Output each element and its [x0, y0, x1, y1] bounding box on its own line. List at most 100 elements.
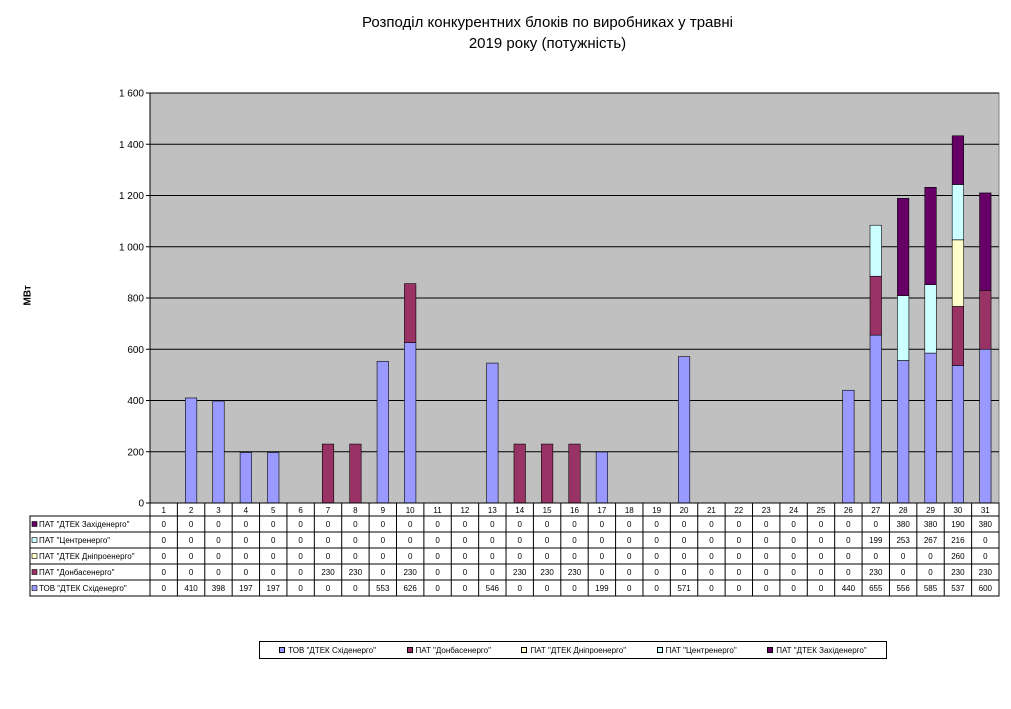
data-label: 0 [791, 552, 796, 561]
data-label: 0 [271, 552, 276, 561]
data-label: 230 [540, 568, 554, 577]
table-series-name: ПАТ "ДТЕК Дніпроенерго" [39, 552, 135, 561]
bar-segment [897, 360, 910, 504]
data-label: 0 [517, 520, 522, 529]
legend-swatch [767, 647, 774, 653]
data-label: 0 [381, 552, 386, 561]
x-tick-label: 21 [707, 506, 716, 515]
data-label: 0 [928, 552, 933, 561]
x-tick-label: 6 [298, 506, 303, 515]
bar-segment [267, 452, 280, 504]
data-label: 0 [600, 568, 605, 577]
data-label: 0 [764, 568, 769, 577]
data-label: 0 [737, 536, 742, 545]
data-label: 0 [737, 552, 742, 561]
data-label: 0 [244, 520, 249, 529]
bar-segment [979, 348, 992, 504]
y-tick-label: 1 400 [119, 140, 144, 151]
bar-segment [951, 306, 964, 366]
data-label: 0 [490, 552, 495, 561]
data-label: 0 [791, 568, 796, 577]
bar-segment [212, 400, 225, 504]
x-tick-label: 26 [844, 506, 853, 515]
data-label: 0 [545, 552, 550, 561]
data-label: 0 [326, 584, 331, 593]
y-tick-label: 1 000 [119, 242, 144, 253]
data-label: 0 [627, 568, 632, 577]
x-tick-label: 18 [625, 506, 634, 515]
data-label: 0 [161, 552, 166, 561]
data-label: 197 [267, 584, 281, 593]
data-label: 0 [353, 536, 358, 545]
data-label: 0 [517, 552, 522, 561]
data-label: 0 [490, 536, 495, 545]
data-label: 0 [682, 520, 687, 529]
data-label: 0 [244, 552, 249, 561]
data-label: 0 [161, 568, 166, 577]
bar-segment [321, 443, 335, 504]
data-label: 0 [819, 552, 824, 561]
data-label: 0 [408, 536, 413, 545]
data-label: 0 [819, 584, 824, 593]
legend-label: ПАТ "Центренерго" [665, 645, 737, 655]
data-label: 260 [951, 552, 965, 561]
x-tick-label: 8 [353, 506, 358, 515]
data-label: 0 [381, 568, 386, 577]
bar-segment [239, 452, 252, 504]
data-label: 0 [737, 568, 742, 577]
data-label: 0 [928, 568, 933, 577]
data-label: 0 [463, 552, 468, 561]
bar-segment [924, 352, 937, 504]
data-label: 571 [677, 584, 691, 593]
data-label: 0 [682, 536, 687, 545]
table-grid [149, 502, 1000, 597]
legend-item: ПАТ "Центренерго" [656, 645, 737, 655]
table-series-name: ПАТ "Центренерго" [39, 536, 110, 545]
data-label: 0 [463, 568, 468, 577]
data-label: 0 [764, 584, 769, 593]
data-label: 0 [791, 536, 796, 545]
bar-segment [924, 187, 937, 285]
data-label: 0 [600, 520, 605, 529]
x-tick-label: 29 [926, 506, 935, 515]
bar-segment [349, 443, 362, 504]
bar-segment [869, 275, 882, 336]
x-tick-label: 24 [789, 506, 798, 515]
data-label: 230 [869, 568, 883, 577]
bar-segment [513, 443, 526, 504]
legend-label: ПАТ "Донбасенерго" [415, 645, 491, 655]
data-label: 0 [764, 520, 769, 529]
data-label: 0 [846, 536, 851, 545]
data-label: 0 [709, 584, 714, 593]
data-label: 230 [951, 568, 965, 577]
table-series-name: ПАТ "ДТЕК Західенерго" [39, 520, 130, 529]
data-label: 0 [545, 584, 550, 593]
data-label: 0 [408, 520, 413, 529]
data-label: 0 [737, 520, 742, 529]
data-label: 0 [737, 584, 742, 593]
data-label: 230 [979, 568, 993, 577]
data-label: 0 [709, 552, 714, 561]
data-label: 0 [463, 536, 468, 545]
data-label: 0 [490, 520, 495, 529]
data-label: 0 [408, 552, 413, 561]
data-label: 0 [517, 536, 522, 545]
data-label: 0 [846, 568, 851, 577]
bar-segment [185, 397, 198, 504]
data-label: 0 [216, 520, 221, 529]
data-label: 0 [463, 520, 468, 529]
data-label: 0 [271, 568, 276, 577]
data-label: 0 [244, 536, 249, 545]
data-label: 546 [486, 584, 500, 593]
data-label: 0 [381, 520, 386, 529]
bar-segment [924, 284, 937, 354]
bar-segment [486, 362, 499, 504]
legend-swatch [521, 647, 528, 653]
data-label: 0 [216, 568, 221, 577]
y-tick-label: 1 600 [119, 89, 144, 100]
y-tick-label: 1 200 [119, 191, 144, 202]
x-tick-label: 11 [433, 506, 442, 515]
data-label: 398 [212, 584, 226, 593]
table-legend-key [31, 585, 38, 591]
